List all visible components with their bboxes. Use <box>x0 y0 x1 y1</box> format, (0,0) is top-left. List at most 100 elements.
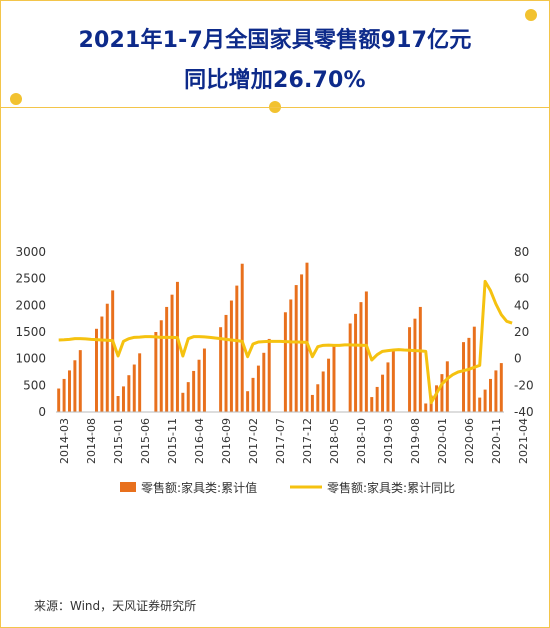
bar <box>224 314 228 412</box>
bar <box>435 385 439 412</box>
bar <box>73 360 77 412</box>
source-note: 来源：Wind，天风证券研究所 <box>34 599 197 613</box>
bar <box>165 306 169 412</box>
bar <box>381 374 385 412</box>
bar <box>240 263 244 412</box>
bar <box>413 318 417 412</box>
bar <box>489 378 492 412</box>
y-left-tick-label: 2500 <box>15 272 46 286</box>
bar <box>251 377 255 412</box>
legend-label-line: 零售额:家具类:累计同比 <box>327 480 455 495</box>
bar <box>478 397 482 412</box>
x-tick-label: 2020-06 <box>463 418 476 464</box>
y-left-tick-label: 0 <box>38 405 46 419</box>
y-right-tick-label: 0 <box>514 352 522 366</box>
bar <box>78 350 82 412</box>
bar <box>127 375 131 412</box>
x-tick-label: 2020-11 <box>490 418 503 464</box>
legend-label-bar: 零售额:家具类:累计值 <box>141 480 257 495</box>
bar <box>192 370 196 412</box>
yoy-line-series <box>58 279 513 405</box>
decor-dot-left <box>10 93 22 105</box>
bar <box>305 262 309 412</box>
x-tick-label: 2015-06 <box>139 418 152 464</box>
y-right-tick-label: 20 <box>514 325 529 339</box>
x-tick-label: 2017-12 <box>301 418 314 464</box>
x-tick-label: 2019-08 <box>409 418 422 464</box>
right-axis: -40 -20 0 20 40 60 80 <box>514 245 534 419</box>
bar <box>57 388 61 412</box>
bar <box>386 362 390 412</box>
bar <box>138 353 142 412</box>
x-tick-label: 2014-08 <box>85 418 98 464</box>
x-tick-label: 2015-01 <box>112 418 125 464</box>
x-axis: 2014-03 2014-08 2015-01 2015-06 2015-11 2016-… <box>56 411 530 464</box>
bar <box>483 389 487 412</box>
bar <box>364 291 368 412</box>
title-divider <box>0 107 550 108</box>
combo-chart: 0 500 1000 1500 2000 2500 3000 -40 -20 0 20 40 60 80… <box>15 245 534 495</box>
bar <box>418 306 422 412</box>
bar <box>105 303 109 412</box>
bar <box>348 323 352 412</box>
y-right-tick-label: 40 <box>514 298 529 312</box>
y-left-tick-label: 3000 <box>15 245 46 259</box>
decor-dot-top-right <box>525 9 537 21</box>
bar <box>316 384 320 412</box>
bar <box>354 313 358 412</box>
bar <box>472 326 476 412</box>
bar <box>294 285 298 412</box>
bar <box>62 378 66 412</box>
x-tick-label: 2021-04 <box>517 418 530 464</box>
bar <box>359 302 363 412</box>
x-tick-label: 2019-03 <box>382 418 395 464</box>
bar <box>235 285 239 412</box>
bar <box>229 300 233 412</box>
y-left-tick-label: 1500 <box>15 325 46 339</box>
x-tick-label: 2017-07 <box>274 418 287 464</box>
bar <box>121 386 125 412</box>
y-right-tick-label: 80 <box>514 245 529 259</box>
bar <box>494 370 498 412</box>
bar <box>100 316 104 412</box>
bar <box>440 374 444 412</box>
left-axis: 0 500 1000 1500 2000 2500 3000 <box>15 245 46 419</box>
bar <box>197 359 201 412</box>
bar <box>467 337 471 412</box>
bar <box>327 358 331 412</box>
bar <box>289 299 293 412</box>
bar <box>132 364 136 412</box>
bar <box>445 361 449 412</box>
bar <box>283 312 287 412</box>
y-left-tick-label: 500 <box>23 378 46 392</box>
bar <box>186 382 190 412</box>
x-tick-label: 2017-02 <box>247 418 260 464</box>
x-tick-label: 2018-05 <box>328 418 341 464</box>
bar <box>154 332 158 412</box>
x-tick-label: 2016-09 <box>220 418 233 464</box>
legend: 零售额:家具类:累计值 零售额:家具类:累计同比 <box>120 480 455 495</box>
bar <box>170 294 174 412</box>
x-tick-label: 2015-11 <box>166 418 179 464</box>
bar <box>424 403 428 412</box>
bar <box>175 281 179 412</box>
bar <box>116 396 120 412</box>
bar <box>370 397 374 412</box>
bar <box>321 371 325 412</box>
bar <box>68 370 71 412</box>
y-left-tick-label: 2000 <box>15 298 46 312</box>
bar <box>202 348 206 412</box>
y-right-tick-label: -40 <box>514 405 534 419</box>
chart-title-line1: 2021年1-7月全国家具零售额917亿元 <box>78 28 472 53</box>
bar <box>310 394 314 412</box>
bar <box>111 290 115 412</box>
bar <box>462 342 465 412</box>
x-tick-label: 2020-01 <box>436 418 449 464</box>
chart-title-line2: 同比增加26.70% <box>184 68 366 93</box>
bar <box>499 363 503 412</box>
bar <box>256 365 260 412</box>
bar <box>219 327 223 412</box>
bar <box>375 386 379 412</box>
bar <box>391 349 395 412</box>
legend-swatch-bar <box>120 482 136 492</box>
